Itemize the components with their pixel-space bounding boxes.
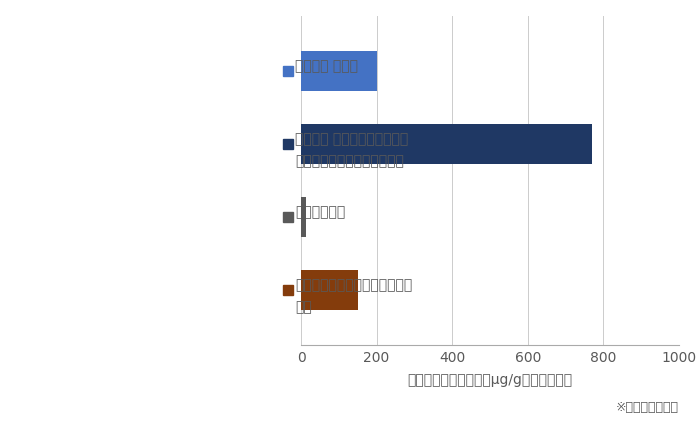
Text: エクストラバージンオリーブオ: エクストラバージンオリーブオ [295, 278, 412, 291]
Bar [301, 52, 377, 92]
Text: 筑野食品 期間限定国産こめ油: 筑野食品 期間限定国産こめ油 [295, 132, 409, 146]
Text: キャノーラ油: キャノーラ油 [295, 204, 346, 219]
Bar [301, 124, 592, 165]
Text: ※自社データより: ※自社データより [616, 400, 679, 413]
Text: 筑野食品 こめ油: 筑野食品 こめ油 [295, 59, 358, 73]
Text: （天然ポリフェノール３倍）: （天然ポリフェノール３倍） [295, 154, 404, 167]
Text: イル: イル [295, 299, 312, 314]
Bar [301, 198, 305, 238]
X-axis label: 天然ポリフェノール量μg/g（没食子酸）: 天然ポリフェノール量μg/g（没食子酸） [407, 372, 573, 386]
Bar [301, 271, 358, 311]
